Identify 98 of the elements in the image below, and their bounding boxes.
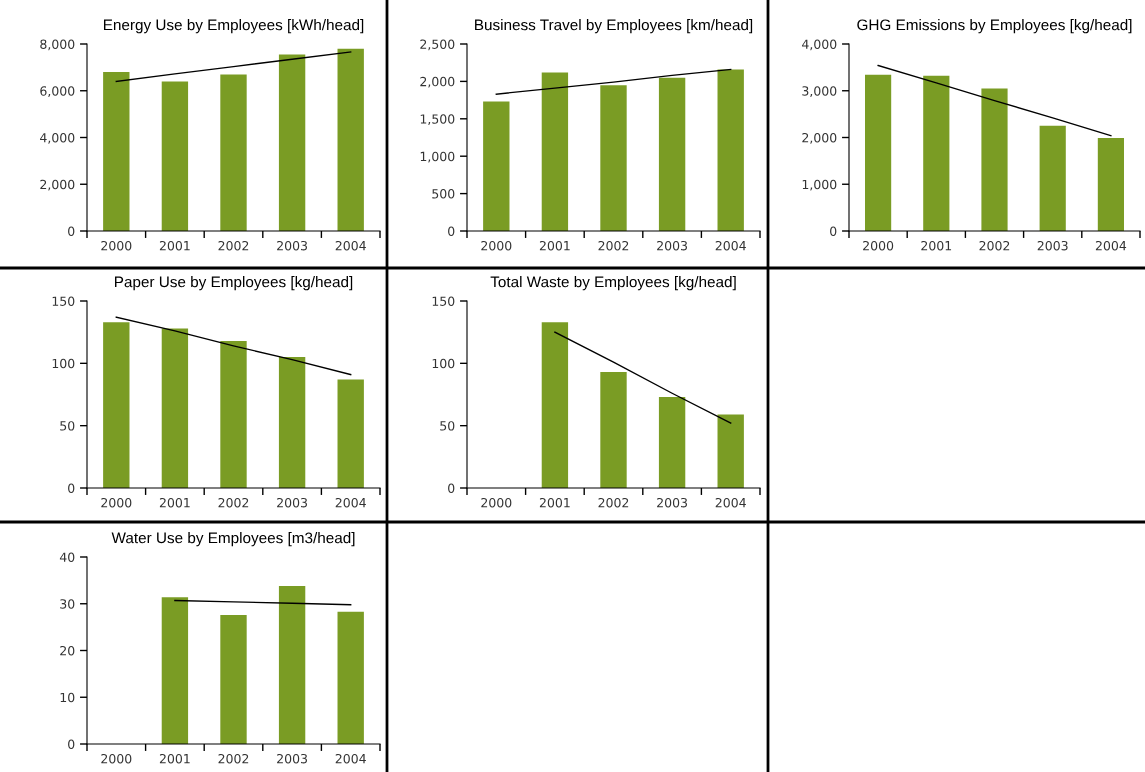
bar: [337, 379, 364, 488]
bar: [1039, 125, 1066, 231]
y-tick-label: 1,500: [420, 114, 455, 125]
x-tick-label: 2004: [335, 240, 366, 251]
bar: [103, 322, 130, 488]
bar: [1097, 137, 1124, 231]
bar: [161, 328, 189, 488]
x-tick-label: 2004: [335, 753, 366, 764]
line-series: [495, 68, 732, 95]
bar: [161, 597, 189, 744]
y-tick-label: 1,000: [420, 151, 455, 163]
y-tick-label: 10: [60, 692, 75, 703]
x-tick-label: 2003: [277, 240, 307, 251]
chart-title: Paper Use by Employees [kg/head]: [115, 276, 353, 291]
x-tick-label: 2004: [1095, 240, 1127, 251]
chart-title: Energy Use by Employees [kWh/head]: [103, 19, 364, 34]
x-tick-label: 2001: [539, 497, 570, 508]
y-tick-label: 100: [432, 358, 455, 369]
y-tick-label: 0: [68, 739, 75, 749]
bar: [600, 85, 627, 231]
x-tick-label: 2000: [863, 240, 894, 251]
y-tick-label: 0: [68, 483, 75, 493]
x-tick-label: 2002: [598, 497, 629, 508]
x-tick-label: 2001: [159, 497, 190, 508]
bar: [600, 372, 627, 488]
x-tick-label: 2000: [101, 497, 132, 508]
y-tick-label: 40: [59, 552, 75, 562]
x-tick-label: 2001: [921, 240, 952, 251]
y-tick-label: 2,000: [420, 76, 455, 88]
y-tick-label: 500: [432, 189, 455, 199]
x-tick-label: 2003: [657, 497, 687, 508]
x-tick-label: 2003: [277, 753, 307, 764]
bar: [541, 72, 569, 231]
bar: [161, 81, 189, 231]
y-tick-label: 0: [448, 483, 455, 493]
y-tick-label: 150: [432, 296, 455, 306]
bar: [220, 614, 247, 744]
y-tick-label: 30: [60, 599, 75, 609]
y-tick-label: 100: [52, 358, 75, 369]
x-tick-label: 2002: [218, 240, 249, 251]
line-series: [115, 51, 352, 83]
bar: [717, 414, 744, 488]
x-tick-label: 2004: [715, 497, 746, 508]
x-tick-label: 2001: [539, 240, 570, 251]
chart-title: Total Waste by Employees [kg/head]: [490, 276, 736, 291]
bar: [658, 77, 686, 231]
bar: [220, 74, 247, 231]
chart-title: Water Use by Employees [m3/head]: [111, 532, 355, 547]
x-tick-label: 2001: [159, 240, 190, 251]
y-tick-label: 2,000: [802, 132, 837, 144]
line-series: [877, 64, 1112, 137]
x-tick-label: 2000: [101, 753, 132, 764]
y-tick-label: 8,000: [40, 39, 75, 51]
y-tick-label: 0: [830, 226, 837, 236]
bar: [337, 48, 364, 231]
line-series: [554, 331, 732, 424]
chart-title: Business Travel by Employees [km/head]: [475, 19, 753, 34]
y-tick-label: 4,000: [40, 132, 75, 144]
bar: [278, 54, 306, 231]
y-tick-label: 4,000: [802, 39, 837, 51]
y-tick-label: 0: [68, 226, 75, 236]
bar: [865, 74, 892, 231]
y-tick-label: 2,000: [40, 179, 75, 191]
x-tick-label: 2002: [218, 497, 249, 508]
bar: [717, 69, 744, 231]
bar: [541, 322, 569, 488]
x-tick-label: 2001: [159, 753, 190, 764]
x-tick-label: 2002: [598, 240, 629, 251]
bar: [981, 88, 1008, 231]
x-tick-label: 2000: [101, 240, 132, 251]
x-tick-label: 2002: [979, 240, 1010, 251]
y-tick-label: 3,000: [802, 86, 837, 97]
x-tick-label: 2002: [218, 753, 249, 764]
chart-title: GHG Emissions by Employees [kg/head]: [857, 19, 1132, 34]
bar: [278, 585, 306, 744]
y-tick-label: 6,000: [40, 86, 75, 97]
y-tick-label: 20: [60, 645, 75, 656]
x-tick-label: 2004: [715, 240, 746, 251]
bar: [923, 75, 950, 231]
bar: [278, 357, 306, 488]
y-tick-label: 50: [60, 421, 75, 431]
bar: [103, 72, 130, 231]
bar: [220, 340, 247, 488]
bar: [337, 611, 364, 744]
x-tick-label: 2003: [1037, 240, 1068, 251]
bar: [483, 101, 510, 231]
line-series: [115, 316, 352, 376]
y-tick-label: 50: [440, 421, 455, 431]
bar: [658, 396, 686, 488]
x-tick-label: 2000: [481, 240, 512, 251]
x-tick-label: 2003: [277, 497, 307, 508]
y-tick-label: 1,000: [802, 179, 837, 191]
y-tick-label: 2,500: [420, 39, 455, 51]
x-tick-label: 2003: [657, 240, 687, 251]
x-tick-label: 2004: [335, 497, 366, 508]
y-tick-label: 150: [52, 296, 75, 306]
y-tick-label: 0: [448, 226, 455, 236]
x-tick-label: 2000: [481, 497, 512, 508]
